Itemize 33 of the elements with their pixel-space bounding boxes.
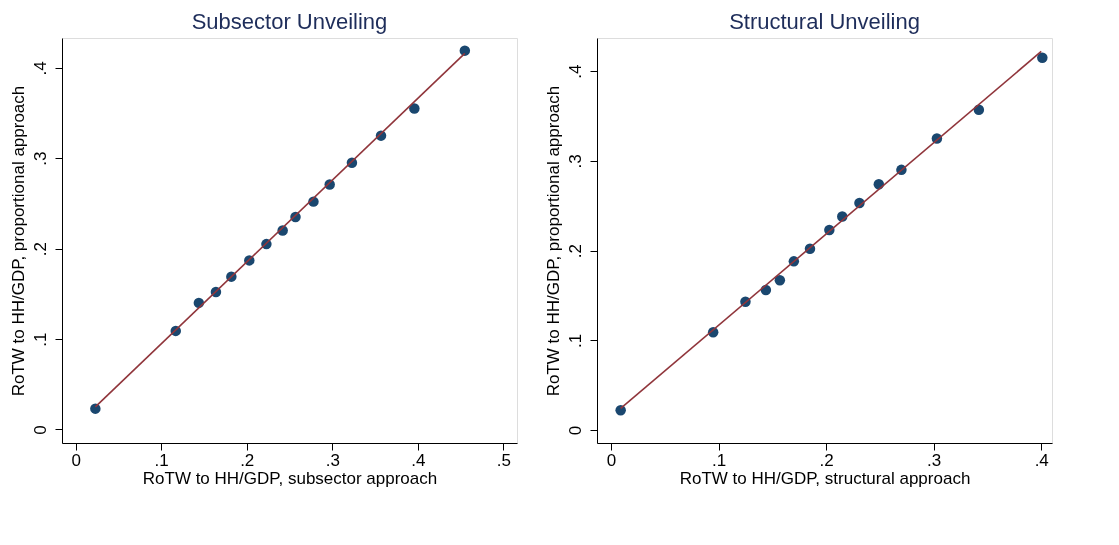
y-tick-label: .2 [565,244,585,259]
point [409,103,420,114]
point [90,403,101,414]
point [459,45,471,56]
x-tick-label: .2 [819,450,834,470]
x-tick-label: 0 [71,450,81,470]
y-tick-label: .3 [565,154,585,169]
chart-title: Subsector Unveiling [191,9,388,34]
y-tick-label: 0 [565,425,585,436]
point [774,274,786,286]
y-tick-label: .4 [565,64,585,79]
x-axis-title: RoTW to HH/GDP, subsector approach [142,468,438,488]
x-tick-label: 0 [606,450,617,470]
x-axis-title: RoTW to HH/GDP, structural approach [679,468,971,488]
y-axis-title: RoTW to HH/GDP, proportional approach [543,85,563,397]
x-tick-label: .4 [411,450,426,470]
y-tick-label: .1 [565,333,585,348]
x-tick-label: .2 [240,450,255,470]
point [1037,52,1048,63]
x-tick-label: .3 [325,450,340,470]
y-tick-label: 0 [30,425,50,435]
chart-title: Structural Unveiling [729,9,920,34]
point [615,405,626,416]
y-tick-label: .4 [30,61,50,76]
y-tick-label: .1 [30,332,50,347]
x-tick-label: .1 [154,450,169,470]
x-tick-label: .5 [496,450,511,470]
x-tick-label: .3 [927,450,942,470]
y-tick-label: .3 [30,151,50,166]
x-tick-label: .4 [1034,450,1049,470]
y-tick-label: .2 [30,242,50,257]
x-tick-label: .1 [711,450,727,470]
y-axis-title: RoTW to HH/GDP, proportional approach [8,85,28,397]
